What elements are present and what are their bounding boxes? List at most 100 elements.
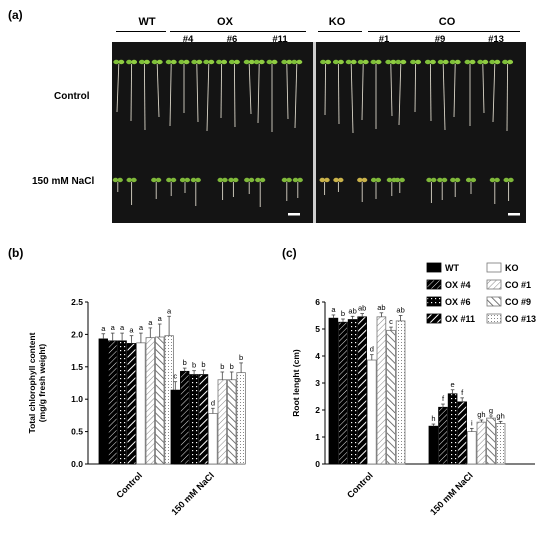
leaf: [494, 177, 500, 183]
bar-ox-6-control: [347, 319, 358, 465]
leaf: [138, 59, 145, 65]
bar-ox-6-150-mm-nacl: [189, 374, 199, 465]
leaf: [296, 59, 303, 65]
x-tick-label-150-mm-nacl: 150 mM NaCl: [169, 470, 216, 517]
bar-co-1-control: [145, 337, 156, 465]
leaf: [430, 177, 437, 183]
significance-letter: b: [230, 362, 234, 371]
leaf: [165, 59, 172, 65]
leaf: [441, 177, 448, 183]
leaf: [151, 59, 158, 65]
significance-letter: e: [451, 380, 455, 389]
leaf: [395, 59, 402, 65]
significance-letter: ab: [377, 303, 385, 312]
leaf: [450, 177, 456, 183]
line-label-co1: #1: [378, 34, 390, 45]
significance-letter: ab: [348, 306, 356, 315]
bar-co-9-150-mm-nacl: [226, 379, 237, 465]
leaf: [469, 59, 476, 65]
bar-ko-control: [367, 359, 377, 465]
significance-letter: b: [220, 362, 224, 371]
legend-swatch-co-1: [486, 279, 502, 290]
root: [506, 63, 509, 132]
leaf: [400, 59, 407, 65]
bar-co-9-control: [154, 336, 165, 465]
x-tick-label-control: Control: [114, 470, 144, 500]
legend-label-ox-4: OX #4: [445, 280, 471, 290]
x-tick-label-150-mm-nacl: 150 mM NaCl: [428, 470, 475, 517]
y-tick-label: 4: [315, 351, 320, 361]
bar-ox-11-150-mm-nacl: [198, 374, 209, 465]
significance-letter: a: [101, 324, 106, 333]
leaf: [477, 59, 484, 65]
bar-co-13-control: [395, 320, 406, 465]
bracket-co: [368, 31, 520, 32]
leaf: [131, 59, 138, 65]
y-tick-label: 0.5: [71, 427, 83, 437]
root: [233, 63, 236, 128]
leaf: [489, 177, 496, 183]
y-axis-title-line: (mg/g fresh weight): [37, 344, 47, 423]
leaf: [442, 59, 449, 65]
leaf: [337, 59, 344, 65]
leaf: [503, 177, 510, 183]
leaf: [375, 177, 382, 183]
leaf: [195, 177, 201, 183]
leaf: [113, 59, 120, 65]
root: [143, 63, 146, 131]
leaf: [271, 59, 278, 65]
line-label-ox11: #11: [272, 34, 288, 45]
leaf: [216, 59, 223, 65]
y-tick-label: 0: [315, 459, 320, 469]
leaf: [333, 177, 339, 183]
root: [442, 63, 446, 131]
y-tick-label: 1.0: [71, 394, 83, 404]
root: [206, 63, 210, 132]
y-axis-title-line: Total chlorophyll content: [27, 332, 37, 433]
line-label-ox6: #6: [226, 34, 238, 45]
legend-label-co-13: CO #13: [505, 314, 536, 324]
root: [398, 63, 402, 126]
root: [220, 63, 223, 119]
significance-letter: gh: [477, 410, 485, 419]
significance-letter: gh: [496, 411, 504, 420]
header-ox: OX: [217, 16, 233, 28]
leaf: [426, 177, 432, 183]
significance-letter: b: [183, 358, 187, 367]
bar-wt-150-mm-nacl: [170, 389, 181, 465]
significance-letter: a: [167, 306, 172, 315]
leaf: [248, 59, 255, 65]
y-tick-label: 1.5: [71, 362, 83, 372]
leaf: [465, 177, 472, 183]
y-tick-label: 1: [315, 432, 320, 442]
leaf: [155, 177, 162, 183]
leaf: [507, 59, 514, 65]
leaf: [184, 177, 191, 183]
legend-swatch-co-13: [486, 313, 502, 324]
significance-letter: c: [389, 317, 393, 326]
x-tick-label-control: Control: [345, 470, 375, 500]
leaf: [482, 59, 489, 65]
scale-bar-right: [508, 213, 520, 216]
leaf: [208, 59, 215, 65]
bar-co-1-control: [376, 316, 387, 465]
leaf: [244, 177, 250, 183]
leaf: [489, 59, 496, 65]
significance-letter: ab: [358, 304, 366, 313]
line-label-co13: #13: [488, 34, 504, 45]
significance-letter: f: [461, 388, 464, 397]
leaf: [228, 177, 234, 183]
significance-letter: a: [148, 318, 153, 327]
leaf: [228, 59, 235, 65]
leaf: [156, 59, 163, 65]
y-tick-label: 2.0: [71, 329, 83, 339]
bar-co-13-150-mm-nacl: [495, 423, 506, 465]
legend-swatch-co-9: [486, 296, 502, 307]
leaf: [281, 59, 288, 65]
leaf: [399, 177, 405, 183]
leaf: [494, 59, 501, 65]
leaf: [118, 59, 125, 65]
leaf: [183, 59, 190, 65]
root: [414, 63, 417, 113]
y-axis-title: Total chlorophyll content(mg/g fresh wei…: [27, 332, 47, 433]
